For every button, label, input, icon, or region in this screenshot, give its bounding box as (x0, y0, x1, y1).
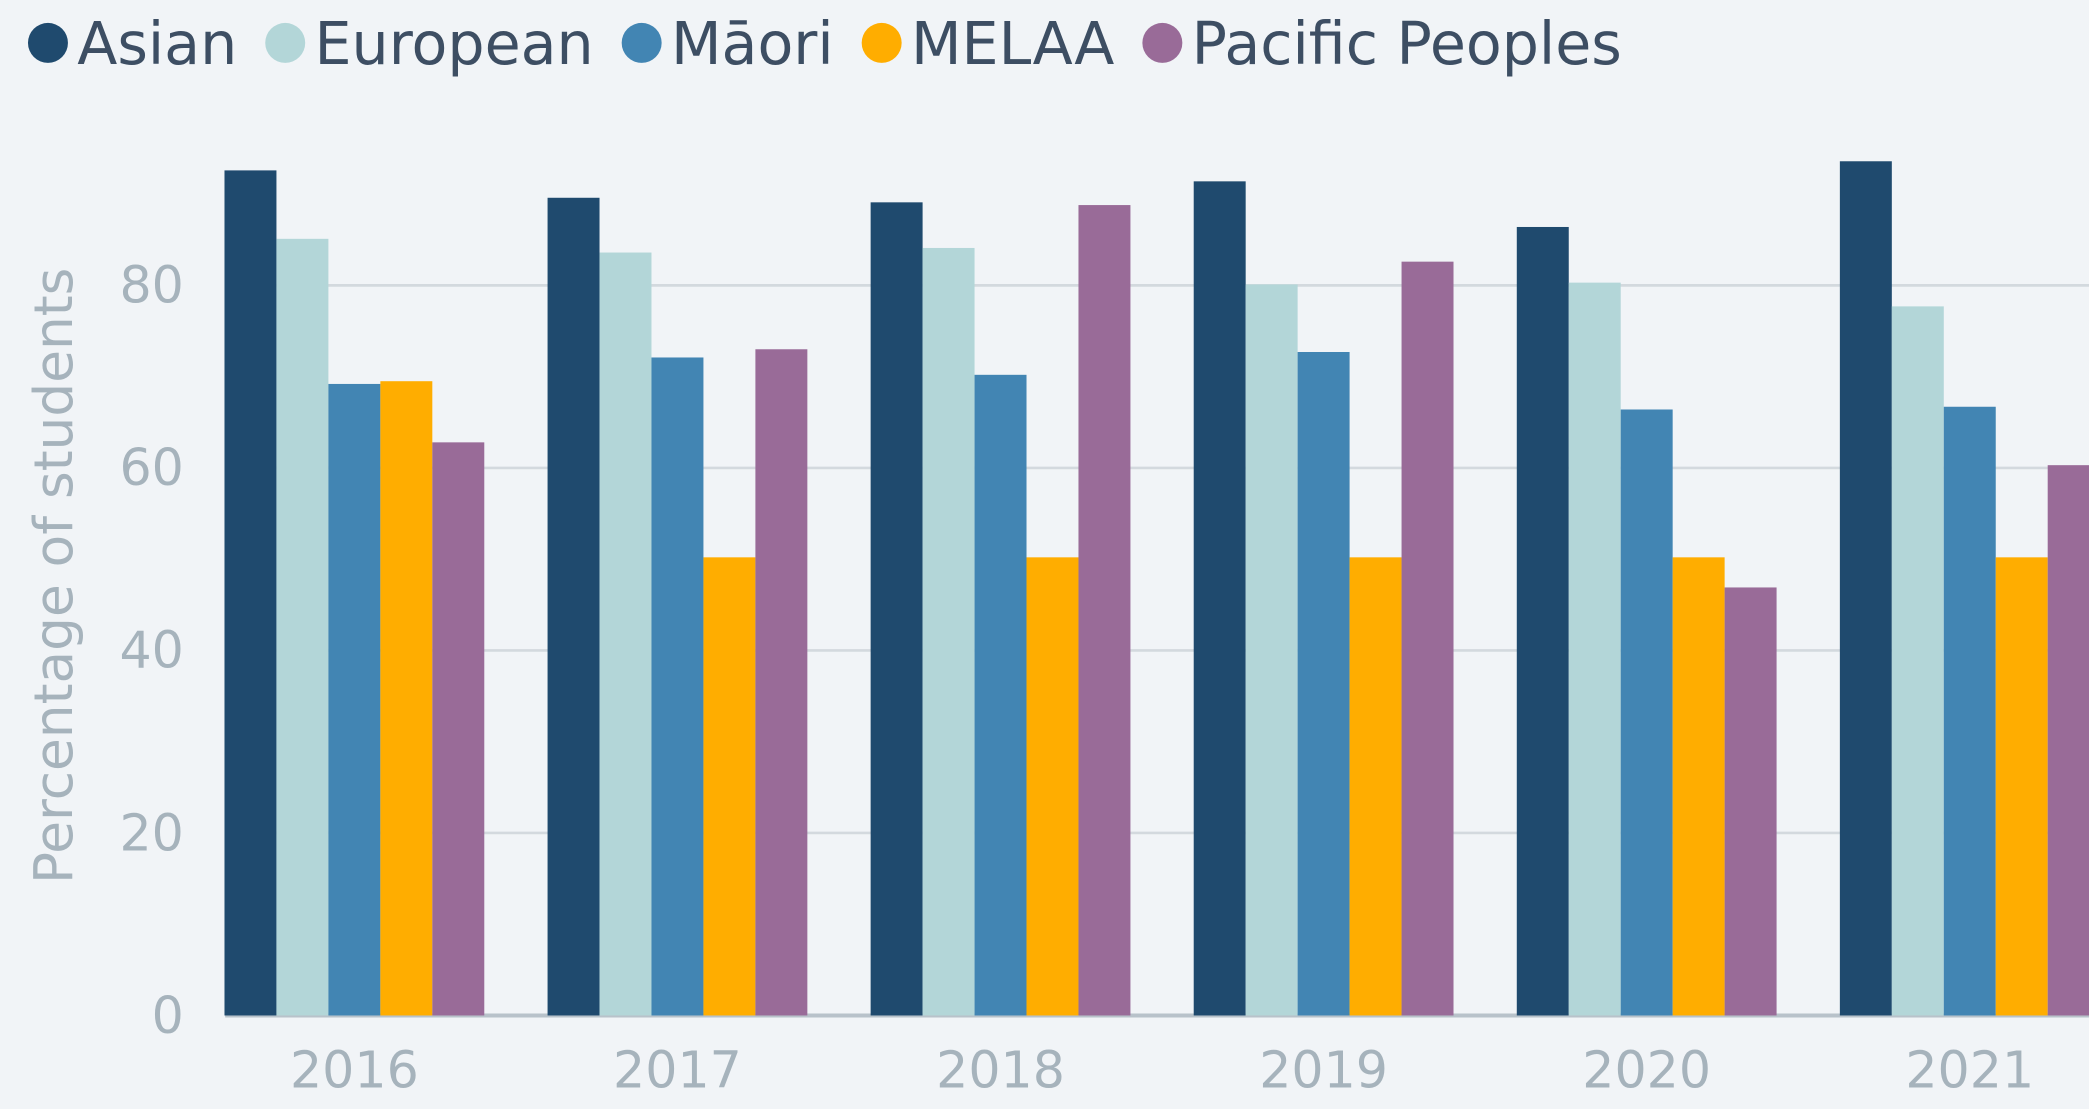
y-tick-label: 40 (119, 621, 183, 680)
legend-marker (621, 22, 662, 63)
x-tick-label: 2019 (1259, 1040, 1388, 1099)
bar (870, 202, 923, 1016)
bar (922, 247, 975, 1016)
legend-marker (27, 22, 68, 63)
x-tick-label: 2016 (290, 1040, 419, 1099)
bar (1026, 557, 1079, 1016)
x-tick-label: 2021 (1905, 1040, 2034, 1099)
bar (1839, 161, 1892, 1016)
legend-label: Asian (77, 10, 237, 78)
y-tick-label: 80 (119, 256, 183, 315)
bar (1891, 306, 1944, 1016)
legend-label: MELAA (911, 10, 1114, 78)
bar (380, 381, 433, 1016)
bar (547, 197, 600, 1016)
bar (1401, 261, 1454, 1016)
bar (974, 374, 1027, 1016)
x-tick-label: 2018 (936, 1040, 1065, 1099)
bar (599, 252, 652, 1016)
legend-marker (861, 22, 902, 63)
legend-label: European (315, 10, 594, 78)
bar (1297, 352, 1350, 1016)
bar (1516, 226, 1569, 1016)
y-tick-label: 60 (119, 438, 183, 497)
y-tick-label: 20 (119, 803, 183, 862)
bar (1349, 557, 1402, 1016)
bar (1995, 557, 2048, 1016)
bar (1078, 205, 1131, 1016)
bar (2047, 465, 2089, 1016)
bar (1620, 409, 1673, 1016)
bar (1568, 282, 1621, 1016)
bar (224, 170, 277, 1016)
legend-label: Māori (671, 10, 834, 78)
y-axis-title: Percentage of students (23, 268, 85, 884)
bar (703, 557, 756, 1016)
bar (755, 349, 808, 1016)
bar (1193, 181, 1246, 1016)
bar (1245, 284, 1298, 1016)
legend-label: Pacific Peoples (1192, 10, 1622, 78)
y-tick-label: 0 (152, 986, 184, 1045)
bar (1672, 557, 1725, 1016)
bar (1724, 587, 1777, 1016)
bar (328, 383, 381, 1016)
legend-marker (1142, 22, 1183, 63)
x-tick-label: 2017 (613, 1040, 742, 1099)
x-tick-label: 2020 (1582, 1040, 1711, 1099)
bar (651, 357, 704, 1016)
bar (432, 442, 485, 1016)
legend-marker (265, 22, 306, 63)
bar (1943, 406, 1996, 1016)
bar (276, 238, 329, 1016)
